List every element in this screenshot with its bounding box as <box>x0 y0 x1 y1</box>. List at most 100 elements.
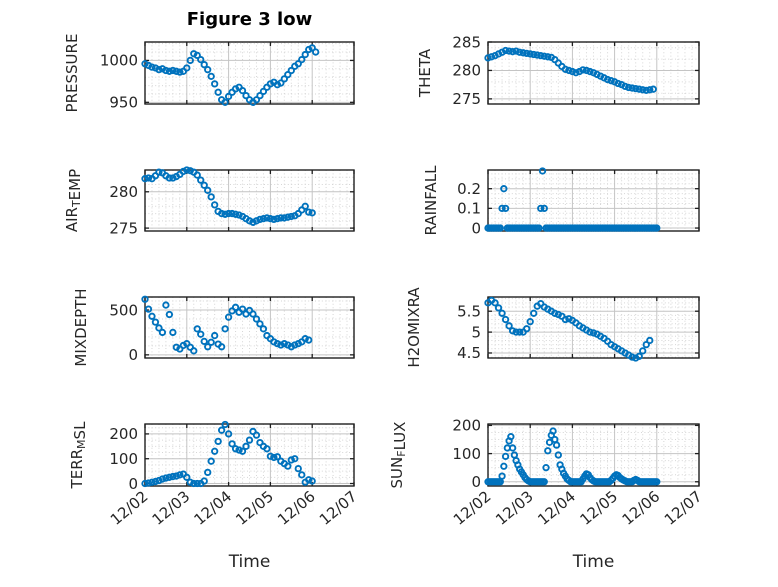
x-tick-label: 12/03 <box>149 487 194 529</box>
data-point <box>284 71 292 79</box>
ylabel-rainfall: RAINFALL <box>422 165 440 236</box>
data-point <box>649 85 657 93</box>
data-point <box>221 210 229 218</box>
data-point <box>572 69 580 77</box>
y-tick-label: 280 <box>452 62 481 80</box>
data-point <box>607 77 615 85</box>
scatter-series-pressure <box>141 44 320 106</box>
data-point <box>245 217 254 225</box>
data-point <box>217 209 226 218</box>
data-point <box>545 438 554 446</box>
xlabel-time-left: Time <box>228 552 271 572</box>
data-point <box>259 214 268 223</box>
data-point <box>231 210 240 218</box>
data-point <box>242 442 250 450</box>
ylabel-sun-flux: SUNFLUX <box>388 422 409 489</box>
data-point <box>190 347 198 355</box>
data-point <box>551 309 559 317</box>
data-point <box>183 64 191 72</box>
axes-box <box>144 41 355 105</box>
data-point <box>308 44 316 52</box>
ylabel-terr-m-sl: TERRMSL <box>68 421 89 490</box>
data-point <box>639 86 647 94</box>
data-point <box>249 310 257 318</box>
data-point <box>172 472 181 480</box>
data-point <box>526 317 534 326</box>
data-point <box>273 339 282 348</box>
data-point <box>280 214 288 222</box>
data-point <box>214 88 222 96</box>
data-point <box>141 479 149 488</box>
y-tick-label: 4.5 <box>457 344 481 362</box>
data-point <box>507 433 515 441</box>
y-tick-label: 0.1 <box>457 200 481 218</box>
data-point <box>207 338 215 346</box>
data-point <box>204 186 212 194</box>
data-point <box>484 54 492 62</box>
x-tick-label: 12/06 <box>274 487 319 529</box>
data-point <box>516 48 524 56</box>
subplot-rainfall: 00.1 0.2 RAINFALL <box>422 165 700 237</box>
y-tick-label: 950 <box>109 94 138 112</box>
axes-box <box>487 423 700 487</box>
data-point <box>533 51 541 59</box>
data-point <box>165 310 174 319</box>
data-point <box>305 336 313 344</box>
x-tick-label: 12/07 <box>316 487 361 529</box>
data-point <box>512 47 520 55</box>
data-point <box>273 214 282 223</box>
x-tick-label: 12/04 <box>190 487 235 529</box>
data-point <box>249 218 257 226</box>
data-point <box>217 426 226 434</box>
data-point <box>144 479 153 487</box>
data-point <box>625 83 633 92</box>
data-point <box>579 66 587 74</box>
y-tick-label: 200 <box>109 425 138 443</box>
x-tick-label: 12/02 <box>450 487 495 529</box>
data-point <box>231 303 240 311</box>
data-point <box>280 339 288 348</box>
data-point <box>155 476 163 485</box>
data-point <box>277 341 285 349</box>
data-point <box>501 452 510 461</box>
data-point <box>231 445 240 453</box>
data-point <box>639 347 647 355</box>
data-point <box>211 80 219 88</box>
data-point <box>190 479 198 488</box>
data-point <box>500 462 508 470</box>
data-point <box>628 84 636 92</box>
data-point <box>242 91 250 100</box>
data-point <box>224 209 233 218</box>
subplot-theta: 275 280 285 THETA <box>416 33 700 108</box>
data-point <box>221 98 229 106</box>
minor-grid <box>488 170 699 231</box>
data-point <box>211 201 219 209</box>
minor-grid <box>488 297 699 358</box>
data-point <box>256 215 264 224</box>
data-point <box>158 475 167 483</box>
axes-box <box>144 296 355 359</box>
data-point <box>263 214 271 222</box>
data-point <box>500 185 508 193</box>
data-point <box>496 224 504 232</box>
data-point <box>526 50 534 58</box>
data-point <box>586 67 594 76</box>
y-tick-label: 5 <box>471 323 481 341</box>
data-point <box>291 341 299 349</box>
data-point <box>646 336 654 345</box>
data-point <box>270 215 278 224</box>
data-point <box>204 66 212 74</box>
data-point <box>603 75 612 84</box>
data-point <box>245 436 254 444</box>
data-point <box>294 464 302 473</box>
data-point <box>144 305 153 313</box>
data-point <box>169 174 177 182</box>
data-point <box>561 65 570 73</box>
x-tick-label: 12/06 <box>619 487 664 529</box>
data-point <box>653 224 661 232</box>
data-point <box>565 66 573 75</box>
data-point <box>179 167 187 176</box>
ylabel-air-temp: AIRTEMP <box>63 169 84 232</box>
